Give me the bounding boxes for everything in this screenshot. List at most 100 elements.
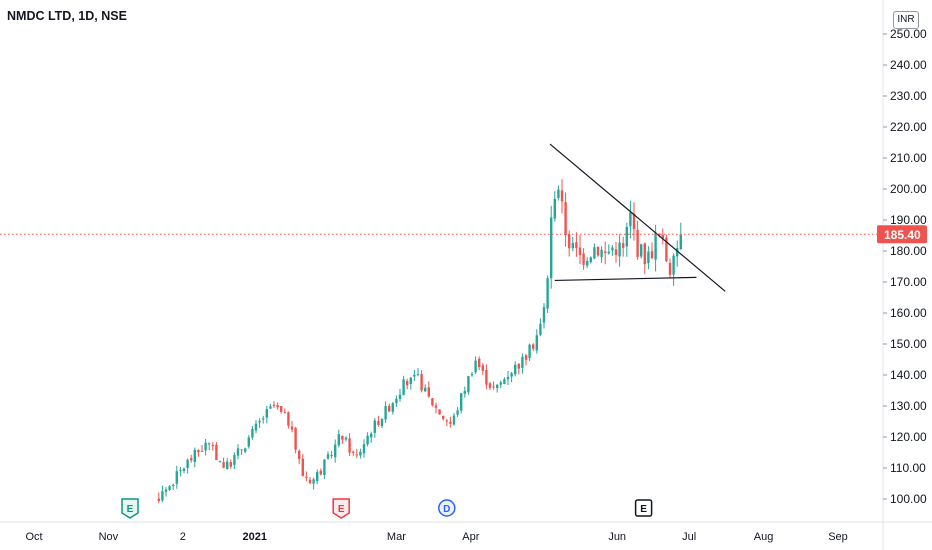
candle [420, 370, 423, 393]
candle-body [629, 212, 632, 227]
candle-body [676, 248, 679, 257]
candle-body [535, 335, 538, 351]
candle-body [373, 420, 376, 433]
candle [532, 343, 535, 352]
candle-body [586, 260, 589, 266]
candle [301, 453, 304, 477]
candle-body [607, 251, 610, 254]
candle [344, 436, 348, 442]
candle [607, 244, 610, 255]
descending-resistance-line [549, 143, 726, 292]
candle-body [647, 251, 650, 264]
event-marker-earnings-upcoming[interactable]: E [634, 499, 653, 517]
candle-body [229, 462, 232, 467]
candle [337, 429, 340, 448]
candle-body [593, 247, 596, 259]
candle-body [413, 374, 416, 377]
candle-body [186, 459, 189, 469]
candle-body [193, 450, 196, 463]
candle-body [265, 408, 268, 418]
price-tick-label: 100.00 [890, 492, 927, 506]
candle [218, 460, 222, 463]
candle-body [575, 242, 578, 249]
price-tick-label: 160.00 [890, 306, 927, 320]
candle [445, 418, 448, 427]
last-price-label: 185.40 [884, 228, 921, 242]
candle [283, 408, 286, 414]
candle-body [449, 421, 452, 424]
candle-body [330, 455, 333, 457]
candle-body [416, 374, 420, 376]
candle [492, 381, 495, 390]
candle [280, 406, 283, 414]
candle [319, 468, 322, 476]
price-tick-label: 200.00 [890, 182, 927, 196]
event-marker-dividend[interactable]: D [438, 499, 456, 517]
price-tick-label: 130.00 [890, 399, 927, 413]
candle [208, 442, 211, 451]
candle [593, 243, 596, 260]
candle-body [305, 476, 308, 478]
candle [661, 228, 664, 245]
candle-body [157, 498, 160, 501]
candle-body [485, 370, 488, 385]
candle-body [517, 363, 520, 369]
candle-body [179, 470, 182, 472]
candle-body [380, 418, 384, 427]
event-marker-label: E [127, 504, 134, 515]
candle-body [272, 404, 276, 406]
candle [557, 185, 560, 201]
candle [272, 401, 276, 409]
candle [640, 243, 643, 259]
candle-body [258, 420, 261, 423]
candle-body [222, 462, 225, 468]
candle [517, 363, 520, 375]
event-marker-label: E [640, 504, 647, 515]
candle-body [402, 379, 405, 396]
candle [200, 444, 204, 452]
candle-body [643, 243, 646, 265]
candle-body [226, 461, 229, 470]
event-marker-earnings-reported-miss[interactable]: E [332, 498, 350, 519]
candle [276, 402, 279, 410]
candle-body [424, 387, 427, 392]
candle-body [409, 377, 412, 384]
candle-body [352, 451, 355, 453]
candle [438, 409, 441, 415]
candle [564, 192, 567, 247]
candle-body [240, 449, 243, 451]
candle [575, 232, 578, 257]
candle [398, 388, 402, 402]
candle [528, 343, 531, 362]
candle-body [348, 438, 351, 453]
candle [262, 415, 265, 424]
candle [269, 404, 272, 409]
candle-body [283, 412, 286, 414]
time-tick-label: Sep [828, 531, 848, 543]
candle-body [438, 409, 441, 415]
price-tick-label: 230.00 [890, 89, 927, 103]
time-axis: Oct Nov 2 2021 Mar Apr Jun Jul Aug Sep [25, 531, 847, 543]
candle [474, 356, 477, 375]
currency-label[interactable]: INR [893, 11, 919, 29]
candle-body [308, 479, 312, 484]
candle-body [445, 420, 448, 422]
candle-body [244, 448, 247, 452]
chart-title: NMDC LTD, 1D, NSE [7, 9, 127, 23]
candle-body [496, 384, 499, 389]
event-marker-earnings-reported[interactable]: E [121, 498, 139, 519]
candle [316, 469, 319, 485]
price-tick-label: 180.00 [890, 244, 927, 258]
candle-body [211, 444, 214, 446]
candle [506, 370, 510, 386]
candle [355, 448, 358, 459]
candle-body [568, 234, 571, 249]
candle-body [190, 458, 193, 461]
candle [611, 245, 614, 256]
candle [596, 246, 600, 257]
candle [632, 202, 636, 241]
